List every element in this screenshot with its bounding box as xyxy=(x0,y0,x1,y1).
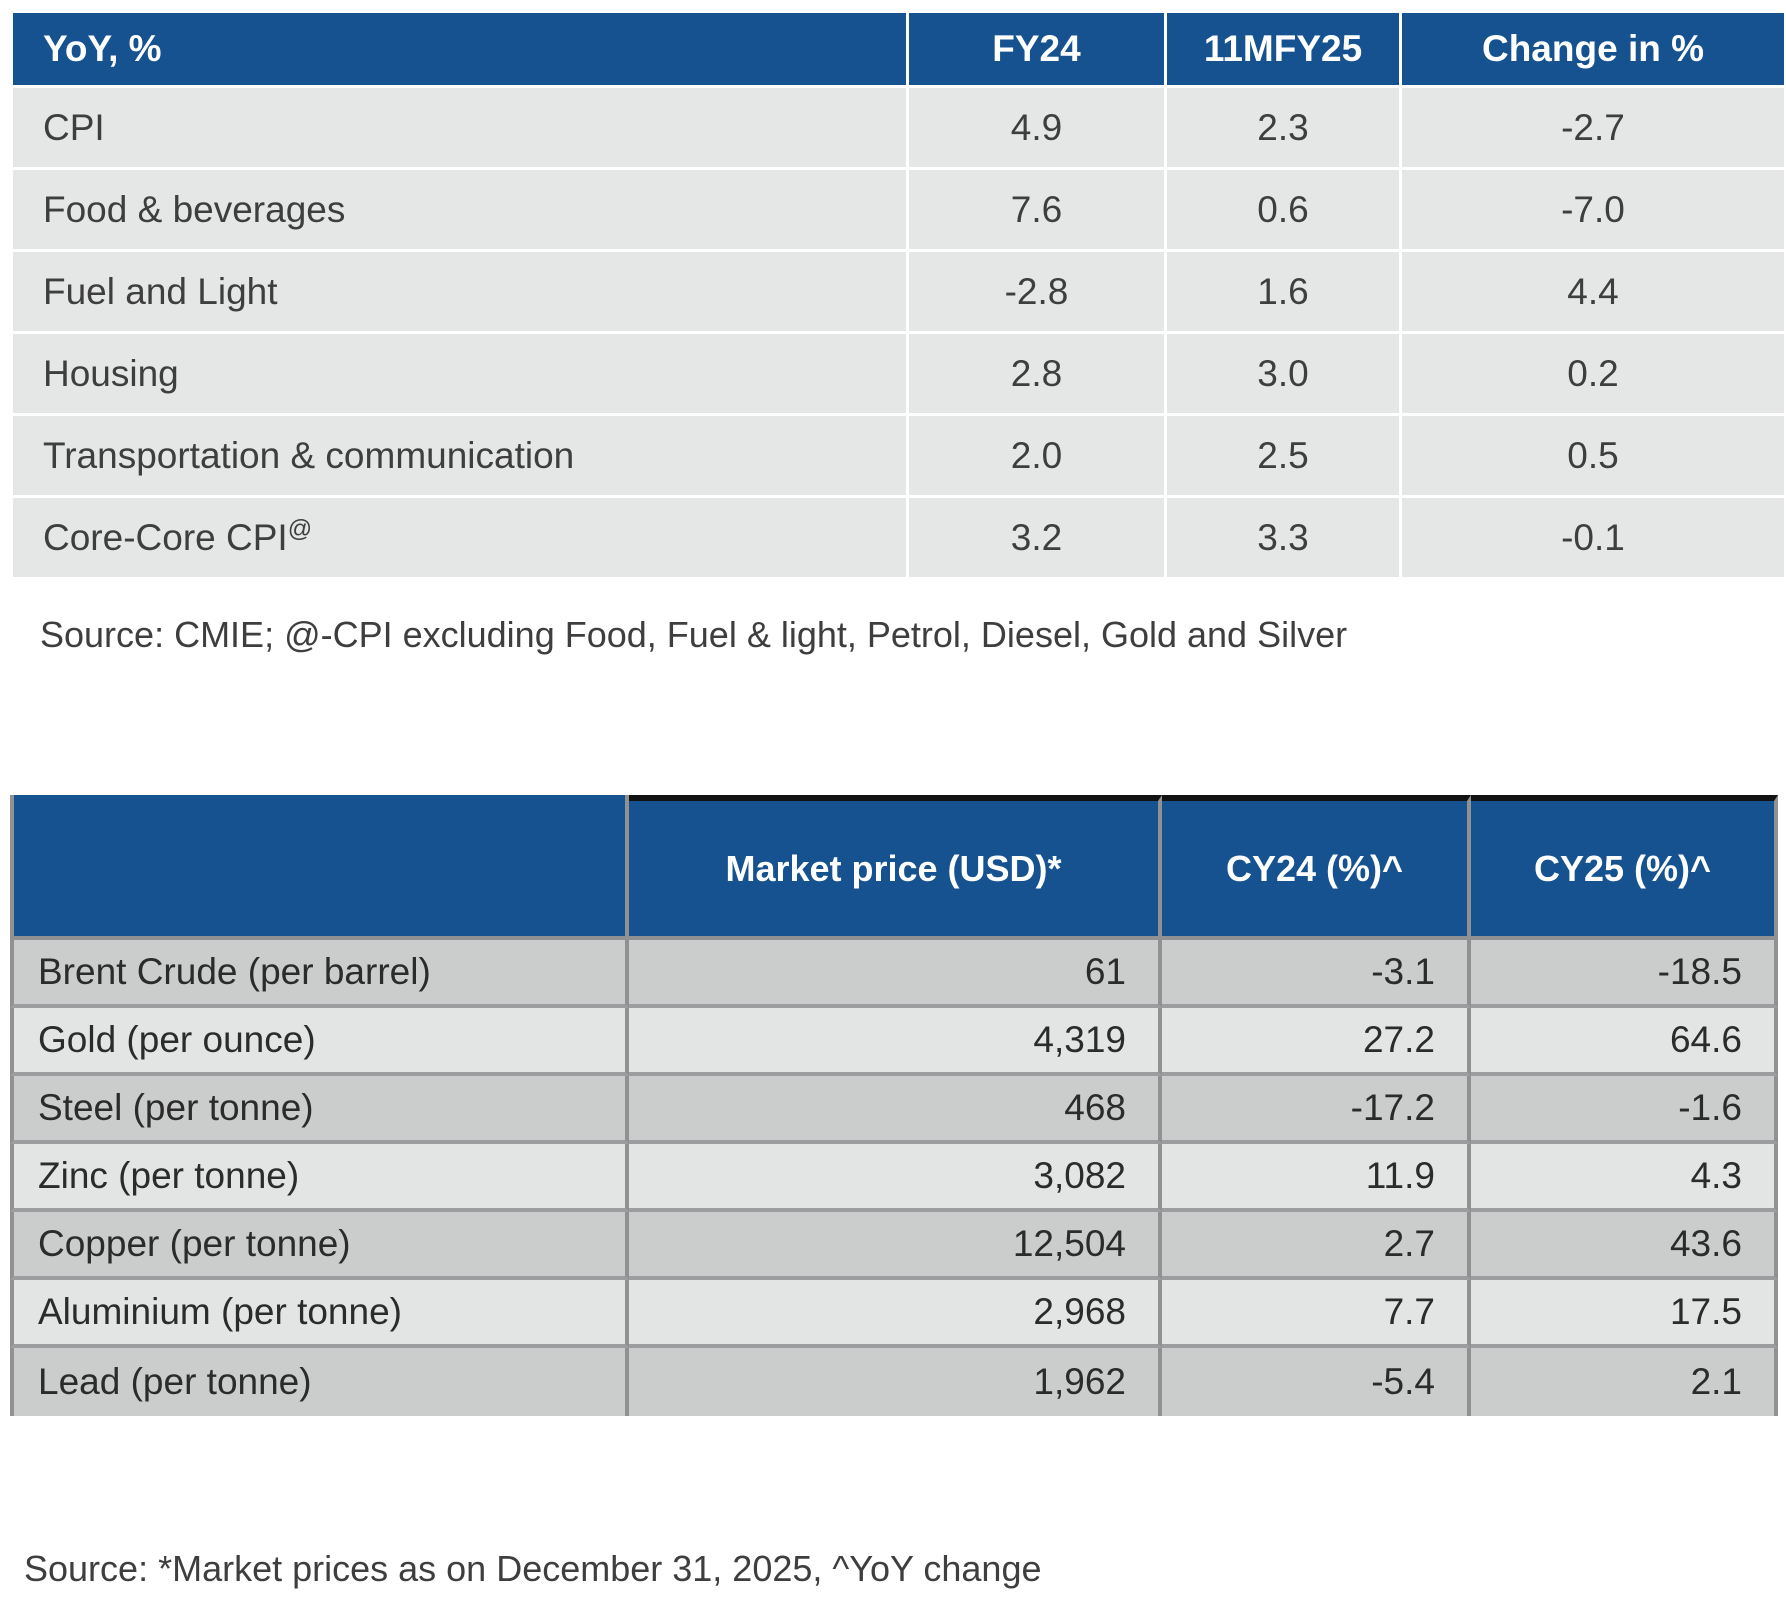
cell-11mfy25: 3.0 xyxy=(1167,334,1399,413)
table-row: Copper (per tonne) 12,504 2.7 43.6 xyxy=(10,1212,1778,1280)
commodity-header-cy24: CY24 (%)^ xyxy=(1162,795,1471,940)
row-label-lead: Lead (per tonne) xyxy=(10,1348,629,1416)
core-core-cpi-text: Core-Core CPI xyxy=(43,516,288,558)
table-row: Transportation & communication 2.0 2.5 0… xyxy=(13,416,1784,495)
table-row: Aluminium (per tonne) 2,968 7.7 17.5 xyxy=(10,1280,1778,1348)
cell-cy24: -5.4 xyxy=(1162,1348,1471,1416)
cell-cy25: 43.6 xyxy=(1471,1212,1778,1280)
table-row: Food & beverages 7.6 0.6 -7.0 xyxy=(13,170,1784,249)
commodity-price-table: Market price (USD)* CY24 (%)^ CY25 (%)^ … xyxy=(10,795,1778,1416)
cell-11mfy25: 2.3 xyxy=(1167,88,1399,167)
cell-cy25: -18.5 xyxy=(1471,940,1778,1008)
cpi-header-yoy: YoY, % xyxy=(13,13,906,85)
cell-fy24: 2.0 xyxy=(909,416,1164,495)
table-row: CPI 4.9 2.3 -2.7 xyxy=(13,88,1784,167)
cpi-table-header-row: YoY, % FY24 11MFY25 Change in % xyxy=(13,13,1784,85)
row-label-fuel-light: Fuel and Light xyxy=(13,252,906,331)
row-label-cpi: CPI xyxy=(13,88,906,167)
row-label-zinc: Zinc (per tonne) xyxy=(10,1144,629,1212)
commodity-header-market-price: Market price (USD)* xyxy=(629,795,1162,940)
row-label-brent-crude: Brent Crude (per barrel) xyxy=(10,940,629,1008)
cell-market-price: 1,962 xyxy=(629,1348,1162,1416)
cell-11mfy25: 1.6 xyxy=(1167,252,1399,331)
row-label-copper: Copper (per tonne) xyxy=(10,1212,629,1280)
cell-market-price: 2,968 xyxy=(629,1280,1162,1348)
cell-market-price: 61 xyxy=(629,940,1162,1008)
table-row: Zinc (per tonne) 3,082 11.9 4.3 xyxy=(10,1144,1778,1212)
cell-change: 4.4 xyxy=(1402,252,1784,331)
cell-change: 0.2 xyxy=(1402,334,1784,413)
cell-market-price: 4,319 xyxy=(629,1008,1162,1076)
row-label-food-beverages: Food & beverages xyxy=(13,170,906,249)
cell-11mfy25: 3.3 xyxy=(1167,498,1399,577)
table-row: Brent Crude (per barrel) 61 -3.1 -18.5 xyxy=(10,940,1778,1008)
cell-cy25: 4.3 xyxy=(1471,1144,1778,1212)
cell-fy24: 7.6 xyxy=(909,170,1164,249)
cpi-header-fy24: FY24 xyxy=(909,13,1164,85)
row-label-transport-communication: Transportation & communication xyxy=(13,416,906,495)
cell-cy24: 27.2 xyxy=(1162,1008,1471,1076)
table-row: Steel (per tonne) 468 -17.2 -1.6 xyxy=(10,1076,1778,1144)
table-row: Housing 2.8 3.0 0.2 xyxy=(13,334,1784,413)
cell-change: -0.1 xyxy=(1402,498,1784,577)
row-label-steel: Steel (per tonne) xyxy=(10,1076,629,1144)
cell-cy24: -17.2 xyxy=(1162,1076,1471,1144)
row-label-housing: Housing xyxy=(13,334,906,413)
table-row: Gold (per ounce) 4,319 27.2 64.6 xyxy=(10,1008,1778,1076)
cpi-yoy-table: YoY, % FY24 11MFY25 Change in % CPI 4.9 … xyxy=(10,10,1786,580)
cell-change: -2.7 xyxy=(1402,88,1784,167)
cell-cy24: 11.9 xyxy=(1162,1144,1471,1212)
cell-cy25: 64.6 xyxy=(1471,1008,1778,1076)
table-row: Core-Core CPI@ 3.2 3.3 -0.1 xyxy=(13,498,1784,577)
cell-fy24: -2.8 xyxy=(909,252,1164,331)
cpi-table-source-note: Source: CMIE; @-CPI excluding Food, Fuel… xyxy=(40,614,1348,655)
row-label-aluminium: Aluminium (per tonne) xyxy=(10,1280,629,1348)
table-row: Lead (per tonne) 1,962 -5.4 2.1 xyxy=(10,1348,1778,1416)
cell-fy24: 4.9 xyxy=(909,88,1164,167)
cell-11mfy25: 2.5 xyxy=(1167,416,1399,495)
cell-market-price: 12,504 xyxy=(629,1212,1162,1280)
commodity-table-source-note: Source: *Market prices as on December 31… xyxy=(24,1548,1042,1589)
cell-market-price: 468 xyxy=(629,1076,1162,1144)
cpi-header-11mfy25: 11MFY25 xyxy=(1167,13,1399,85)
cell-change: -7.0 xyxy=(1402,170,1784,249)
table-row: Fuel and Light -2.8 1.6 4.4 xyxy=(13,252,1784,331)
cell-cy25: 17.5 xyxy=(1471,1280,1778,1348)
superscript-at: @ xyxy=(287,515,313,543)
cell-cy24: 2.7 xyxy=(1162,1212,1471,1280)
cpi-header-change: Change in % xyxy=(1402,13,1784,85)
cell-cy25: 2.1 xyxy=(1471,1348,1778,1416)
row-label-gold: Gold (per ounce) xyxy=(10,1008,629,1076)
cell-fy24: 3.2 xyxy=(909,498,1164,577)
cell-cy24: 7.7 xyxy=(1162,1280,1471,1348)
cell-cy24: -3.1 xyxy=(1162,940,1471,1008)
cell-11mfy25: 0.6 xyxy=(1167,170,1399,249)
cell-change: 0.5 xyxy=(1402,416,1784,495)
row-label-core-core-cpi: Core-Core CPI@ xyxy=(13,498,906,577)
commodity-header-blank xyxy=(10,795,629,940)
cell-market-price: 3,082 xyxy=(629,1144,1162,1212)
commodity-header-cy25: CY25 (%)^ xyxy=(1471,795,1778,940)
commodity-table-header-row: Market price (USD)* CY24 (%)^ CY25 (%)^ xyxy=(10,795,1778,940)
cell-cy25: -1.6 xyxy=(1471,1076,1778,1144)
cell-fy24: 2.8 xyxy=(909,334,1164,413)
